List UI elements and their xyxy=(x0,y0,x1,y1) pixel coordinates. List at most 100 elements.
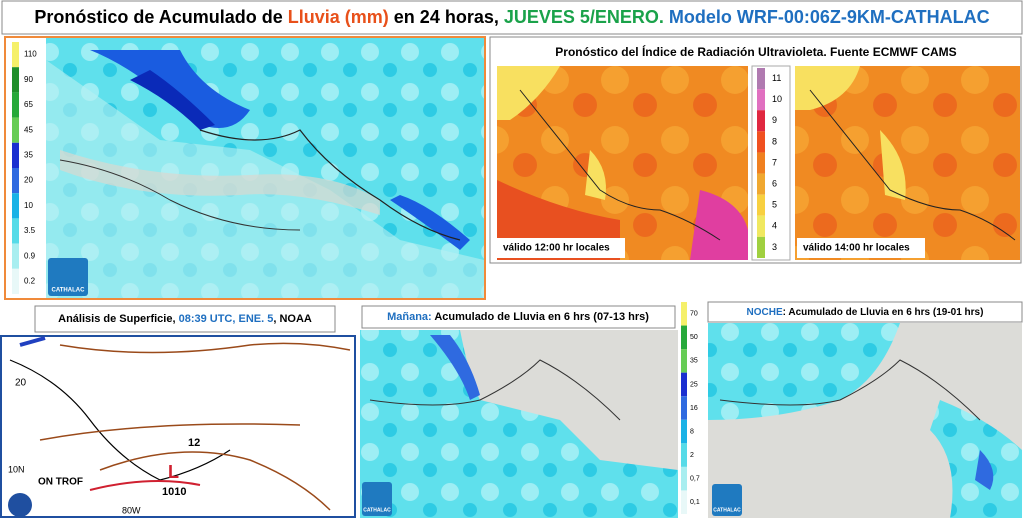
surface-title: Análisis de Superficie, 08:39 UTC, ENE. … xyxy=(58,313,312,325)
scale-swatch xyxy=(757,110,765,132)
uv-label-box xyxy=(797,238,925,258)
logo-text: CATHALAC xyxy=(363,507,391,513)
scale-label: 2 xyxy=(690,452,694,459)
rain24-map xyxy=(46,38,484,298)
scale-swatch xyxy=(681,443,687,467)
morning-colorbar: 70 50 35 25 16 8 2 0,7 0,1 xyxy=(681,302,700,514)
scale-label: 50 xyxy=(690,334,698,341)
scale-label: 0.2 xyxy=(24,277,36,286)
scale-swatch xyxy=(757,215,765,237)
scale-swatch xyxy=(681,325,687,350)
surface-title-box xyxy=(34,305,336,333)
title-part: Pronóstico de Acumulado de xyxy=(34,7,287,27)
scale-swatch xyxy=(757,194,765,216)
scale-swatch xyxy=(12,268,19,294)
scale-label: 3.5 xyxy=(24,226,36,235)
map-label: 10N xyxy=(8,464,25,474)
scale-swatch xyxy=(12,92,19,118)
scale-swatch xyxy=(12,67,19,93)
uv-map-left xyxy=(497,66,748,260)
scale-swatch xyxy=(12,168,19,194)
scale-swatch xyxy=(757,68,765,90)
scale-label: 35 xyxy=(690,358,698,365)
scale-swatch xyxy=(757,89,765,111)
uv-label-box xyxy=(497,238,625,258)
scale-label: 8 xyxy=(690,428,694,435)
scale-swatch xyxy=(12,117,19,143)
logo xyxy=(712,484,742,516)
scale-swatch xyxy=(757,131,765,153)
scale-swatch xyxy=(681,349,687,373)
scale-swatch xyxy=(12,42,19,68)
scale-swatch xyxy=(757,173,765,195)
morning-title: Mañana: Acumulado de Lluvia en 6 hrs (07… xyxy=(387,311,649,323)
uv-right-label: válido 14:00 hr locales xyxy=(803,243,910,254)
title-bar xyxy=(1,0,1023,35)
title-part: Análisis de Superficie, xyxy=(58,313,178,325)
logo-text: CATHALAC xyxy=(713,507,741,513)
logo xyxy=(48,258,88,296)
scale-swatch xyxy=(12,193,19,219)
scale-label: 110 xyxy=(24,50,37,59)
scale-label: 65 xyxy=(24,100,33,109)
scale-label: 90 xyxy=(24,75,33,84)
scale-label: 9 xyxy=(772,115,777,125)
scale-label: 11 xyxy=(772,73,781,83)
scale-label: 4 xyxy=(772,221,777,231)
scale-swatch xyxy=(681,466,687,491)
main-title: Pronóstico de Acumulado de Lluvia (mm) e… xyxy=(34,7,989,27)
scale-swatch xyxy=(12,243,19,269)
title-part: : Acumulado de Lluvia en 6 hrs (19-01 hr… xyxy=(783,307,984,318)
title-part: Modelo WRF-00:06Z-9KM-CATHALAC xyxy=(664,7,990,27)
night-title-box xyxy=(707,301,1023,323)
scale-label: 70 xyxy=(690,311,698,318)
scale-label: 3 xyxy=(772,242,777,252)
map-label: 20 xyxy=(15,378,27,389)
scale-label: 20 xyxy=(24,176,33,185)
morning-title-box xyxy=(361,305,676,329)
title-part: , NOAA xyxy=(273,313,312,325)
map-label: 1010 xyxy=(162,486,186,498)
surface-map xyxy=(0,335,356,518)
scale-label: 35 xyxy=(24,151,33,160)
title-part: JUEVES 5/ENERO. xyxy=(504,7,664,27)
scale-label: 0,7 xyxy=(690,476,700,483)
scale-label: 10 xyxy=(24,201,33,210)
night-map xyxy=(708,323,1022,518)
logo-text: CATHALAC xyxy=(52,288,86,294)
scale-label: 6 xyxy=(772,178,777,188)
map-label: 12 xyxy=(188,437,200,449)
scale-swatch xyxy=(757,152,765,174)
uv-title: Pronóstico del Índice de Radiación Ultra… xyxy=(555,44,956,59)
morning-map xyxy=(360,330,678,518)
map-label: L xyxy=(168,462,179,482)
title-part: 08:39 UTC, ENE. 5 xyxy=(179,313,274,325)
scale-swatch xyxy=(757,236,765,258)
scale-swatch xyxy=(12,142,19,168)
uv-colorbar: 11 10 9 8 7 6 5 4 3 xyxy=(757,68,782,258)
scale-label: 0.9 xyxy=(24,251,36,260)
scale-label: 7 xyxy=(772,157,777,167)
scale-swatch xyxy=(12,218,19,244)
scale-swatch xyxy=(681,419,687,444)
scale-label: 5 xyxy=(772,200,777,210)
scale-label: 45 xyxy=(24,125,33,134)
title-part: Mañana: xyxy=(387,311,432,323)
scale-label: 0,1 xyxy=(690,499,700,506)
scale-label: 25 xyxy=(690,381,698,388)
scale-swatch xyxy=(681,302,687,326)
title-part: NOCHE xyxy=(747,307,783,318)
scale-swatch xyxy=(681,372,687,397)
title-part: en 24 horas, xyxy=(389,7,504,27)
rain24-colorbar: 110 90 65 45 35 20 10 3.5 0.9 0.2 xyxy=(12,42,37,294)
uv-left-label: válido 12:00 hr locales xyxy=(503,243,610,254)
scale-swatch xyxy=(681,490,687,514)
scale-label: 16 xyxy=(690,405,698,412)
map-label: 80W xyxy=(122,505,141,515)
scale-label: 8 xyxy=(772,136,777,146)
title-part: Acumulado de Lluvia en 6 hrs (07-13 hrs) xyxy=(432,311,650,323)
night-title: NOCHE: Acumulado de Lluvia en 6 hrs (19-… xyxy=(747,307,984,318)
scale-label: 10 xyxy=(772,94,782,104)
logo xyxy=(362,482,392,516)
